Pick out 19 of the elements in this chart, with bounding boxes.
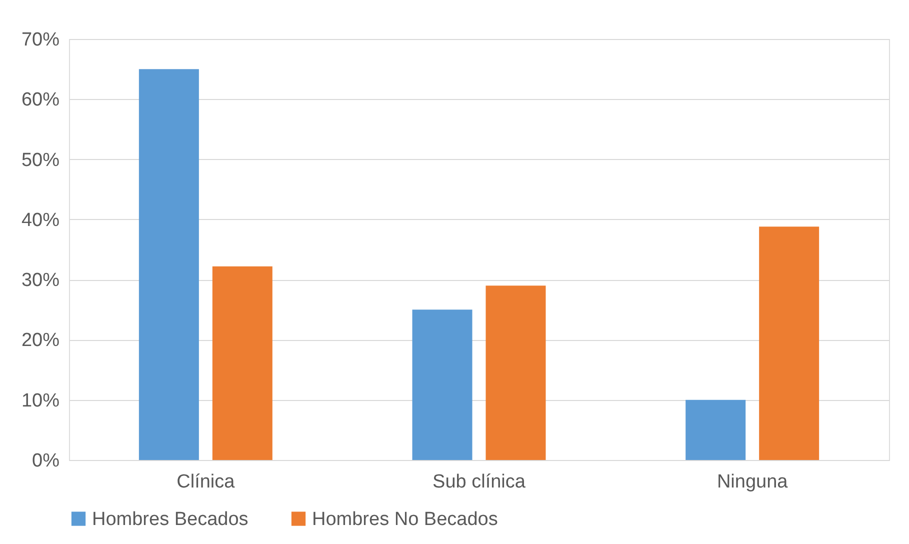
bar [486, 286, 546, 460]
y-tick-label: 70% [21, 30, 60, 50]
y-tick-label: 30% [21, 270, 60, 292]
bar [759, 226, 820, 460]
legend-label: Hombres Becados [92, 508, 248, 530]
y-tick-label: 60% [21, 90, 60, 111]
x-tick-label: Ninguna [716, 472, 788, 492]
x-tick-label: Clínica [176, 472, 236, 492]
bar [412, 310, 472, 460]
y-tick-label: 50% [21, 150, 60, 171]
y-tick-label: 40% [21, 210, 60, 231]
legend-label: Hombres No Becados [312, 508, 498, 530]
x-tick-label: Sub clínica [432, 472, 526, 492]
y-tick-label: 10% [21, 390, 60, 412]
bar [212, 266, 272, 460]
y-tick-label: 0% [32, 450, 60, 472]
bar [138, 69, 199, 460]
bar [686, 400, 746, 460]
y-tick-label: 20% [21, 330, 60, 352]
